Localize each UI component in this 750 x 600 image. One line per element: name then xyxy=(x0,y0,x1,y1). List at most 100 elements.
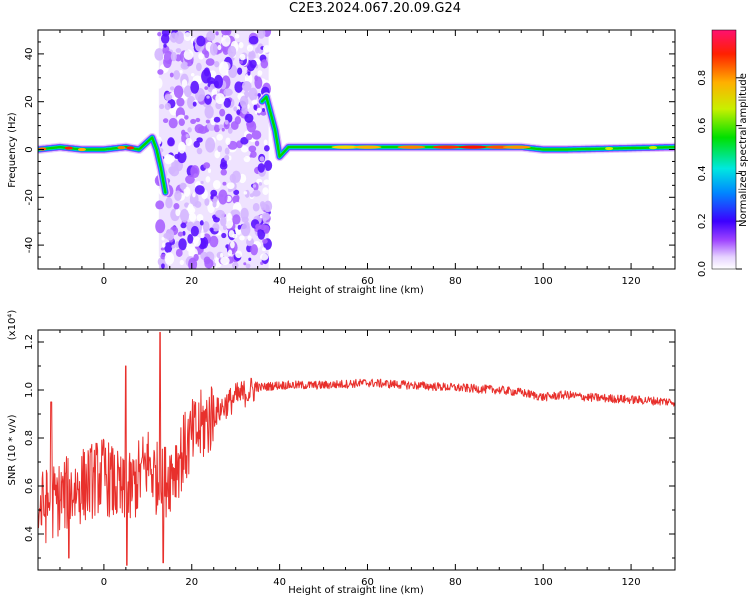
snr-y-ticks: 0.4 0.6 0.8 1.0 1.2 xyxy=(24,334,675,559)
noise-blob xyxy=(238,42,244,49)
noise-blob xyxy=(247,235,252,241)
noise-blob xyxy=(251,130,262,140)
spectrogram-xlabel: Height of straight line (km) xyxy=(288,285,424,296)
snr-y-tick-label: 0.6 xyxy=(24,478,35,494)
snr-scale-label: (x10⁴) xyxy=(7,310,18,341)
noise-blob xyxy=(224,119,229,125)
noise-blob xyxy=(248,145,257,153)
noise-blob xyxy=(179,70,183,74)
noise-blob xyxy=(263,200,273,213)
ridge-hotspot xyxy=(353,145,382,149)
spectrogram-x-tick-label: 80 xyxy=(449,276,462,287)
noise-blob xyxy=(215,209,225,219)
ridge-hotspot xyxy=(331,145,360,149)
spectrogram-x-tick-label: 40 xyxy=(273,276,286,287)
noise-blob xyxy=(180,222,187,229)
snr-y-tick-label: 0.8 xyxy=(24,430,35,446)
noise-blob xyxy=(200,180,204,185)
noise-blob xyxy=(179,208,189,223)
noise-blob xyxy=(163,50,173,65)
noise-blob xyxy=(182,60,188,68)
noise-blob xyxy=(218,189,228,205)
noise-blob xyxy=(164,93,173,101)
snr-y-tick-label: 1.0 xyxy=(24,382,35,398)
snr-x-tick-label: 60 xyxy=(361,577,374,588)
noise-blob xyxy=(209,227,214,232)
noise-blob xyxy=(232,214,241,225)
noise-blob xyxy=(220,256,230,266)
snr-frame xyxy=(37,329,676,571)
noise-blob xyxy=(233,189,240,195)
noise-blob xyxy=(213,124,221,133)
noise-blob xyxy=(227,45,237,58)
noise-blob xyxy=(254,76,263,89)
noise-blob xyxy=(194,200,202,208)
noise-blob xyxy=(262,187,269,196)
noise-blob xyxy=(250,244,258,256)
noise-blob xyxy=(225,137,231,146)
noise-blob xyxy=(161,242,166,248)
noise-blob xyxy=(203,256,211,265)
ridge-hotspot xyxy=(64,146,73,150)
noise-blob xyxy=(212,223,220,232)
noise-blob xyxy=(252,189,261,197)
snr-x-tick-label: 40 xyxy=(273,577,286,588)
spectrogram-x-tick-label: 60 xyxy=(361,276,374,287)
noise-blob xyxy=(260,253,269,261)
ridge-hotspot xyxy=(117,145,126,150)
noise-blob xyxy=(237,67,243,75)
noise-blob xyxy=(221,127,225,132)
snr-x-tick-label: 80 xyxy=(449,577,462,588)
noise-blob xyxy=(257,70,263,76)
noise-blob xyxy=(260,202,267,211)
noise-blob xyxy=(239,53,246,61)
noise-blob xyxy=(250,150,257,158)
noise-blob xyxy=(204,198,210,206)
noise-blob xyxy=(262,108,266,113)
noise-blob xyxy=(204,50,210,59)
ridge-hotspot xyxy=(458,145,487,149)
noise-blob xyxy=(187,234,194,244)
colorbar: 0.0 0.2 0.4 0.6 0.8 Normalized spectral ampl… xyxy=(697,29,749,277)
noise-blob xyxy=(243,191,248,195)
spectrogram-x-tick-label: 120 xyxy=(622,276,641,287)
noise-blob xyxy=(168,117,178,129)
colorbar-gradient xyxy=(711,29,737,270)
noise-blob xyxy=(157,31,162,37)
noise-blob xyxy=(184,115,189,120)
noise-blob xyxy=(243,155,251,163)
noise-blob xyxy=(210,189,218,197)
noise-blob xyxy=(220,169,227,176)
noise-blob xyxy=(155,219,166,234)
colorbar-tick-label: 0.8 xyxy=(697,70,708,86)
noise-blob xyxy=(193,236,201,247)
noise-blob xyxy=(178,118,185,126)
noise-blob xyxy=(173,85,184,99)
snr-series-line xyxy=(38,331,675,566)
ridge-hotspot xyxy=(502,145,531,149)
noise-blob xyxy=(194,185,205,195)
noise-blob xyxy=(205,137,216,153)
noise-blob xyxy=(261,247,266,252)
noise-blob xyxy=(193,140,200,148)
spectrogram-x-tick-label: 20 xyxy=(185,276,198,287)
ridge-hotspot xyxy=(605,146,614,151)
figure-title: C2E3.2024.067.20.09.G24 xyxy=(288,1,462,16)
noise-blob xyxy=(181,129,186,136)
noise-blob xyxy=(217,44,222,51)
ridge-hotspot xyxy=(126,146,135,150)
spectrogram-x-tick-label: 0 xyxy=(101,276,107,287)
noise-blob xyxy=(205,176,211,183)
noise-blob xyxy=(190,80,200,94)
noise-blob xyxy=(192,101,197,107)
noise-blob xyxy=(164,242,173,254)
noise-blob xyxy=(234,116,241,125)
noise-blob xyxy=(161,236,165,241)
snr-x-tick-label: 120 xyxy=(622,577,641,588)
noise-blob xyxy=(239,95,249,108)
noise-blob xyxy=(234,81,243,93)
spectrogram-y-ticks: -40 -20 0 20 40 xyxy=(24,41,675,258)
noise-blob xyxy=(175,208,181,217)
snr-x-tick-label: 20 xyxy=(185,577,198,588)
noise-blob xyxy=(205,58,215,66)
